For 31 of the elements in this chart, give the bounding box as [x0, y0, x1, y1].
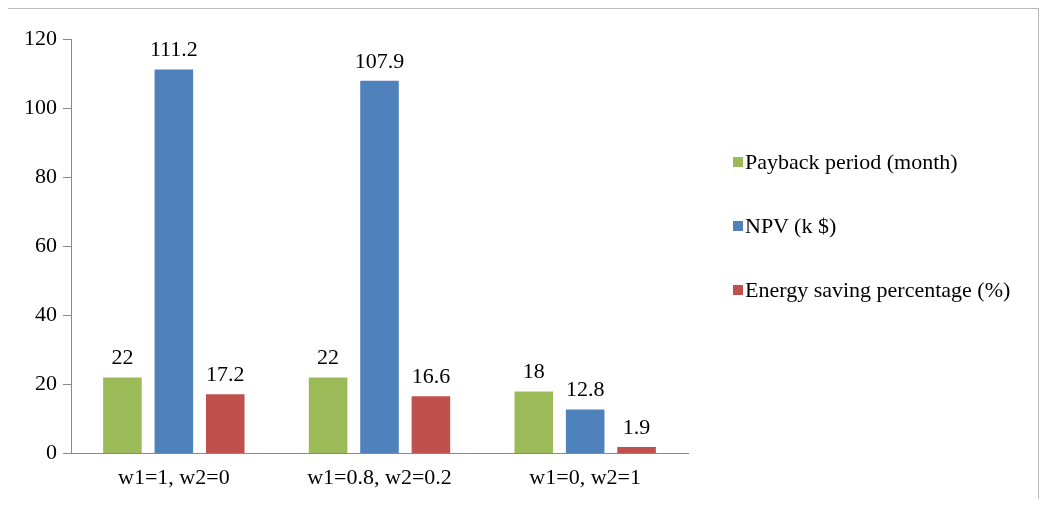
y-tick-label: 0	[46, 439, 57, 465]
bar	[154, 69, 194, 454]
x-tick-label: w1=0.8, w2=0.2	[307, 463, 452, 489]
data-label: 107.9	[354, 47, 405, 73]
data-label: 12.8	[565, 376, 605, 402]
bar	[411, 396, 451, 454]
bar	[617, 447, 656, 454]
y-tick-label: 20	[35, 370, 57, 396]
data-label: 111.2	[149, 36, 198, 62]
data-label: 16.6	[411, 363, 451, 389]
y-tick-label: 60	[35, 232, 57, 258]
bar	[103, 377, 142, 454]
y-tick-label: 80	[35, 162, 57, 188]
y-tick-label: 120	[24, 24, 57, 50]
legend-label: NPV (k $)	[745, 213, 837, 239]
data-label: 22	[317, 344, 340, 370]
bar	[308, 377, 348, 454]
y-tick-label: 100	[24, 93, 57, 119]
data-label: 17.2	[206, 360, 245, 386]
legend-label: Energy saving percentage (%)	[745, 277, 1011, 303]
data-label: 18	[522, 358, 545, 384]
y-tick-label: 40	[35, 301, 57, 327]
x-tick-label: w1=1, w2=0	[118, 463, 230, 489]
bar	[205, 394, 245, 454]
data-label: 1.9	[622, 413, 651, 439]
bar	[514, 391, 554, 454]
bar	[565, 409, 605, 454]
data-label: 22	[111, 344, 134, 370]
legend-label: Payback period (month)	[745, 149, 958, 175]
bar	[360, 80, 399, 454]
x-tick-label: w1=0, w2=1	[529, 463, 641, 489]
